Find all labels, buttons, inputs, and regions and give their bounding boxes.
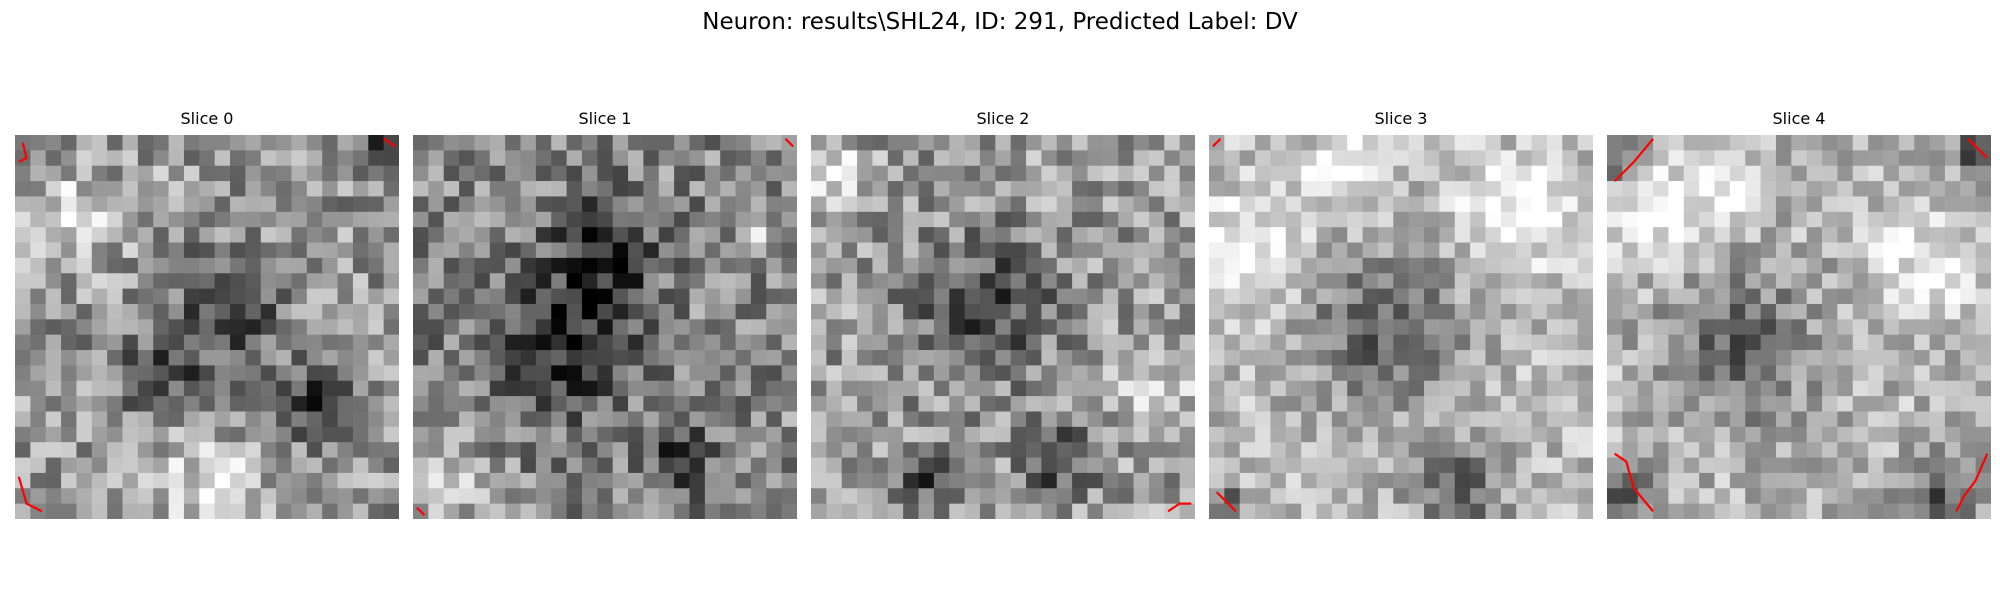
- contour-line: [1167, 502, 1192, 513]
- contour-line: [1613, 138, 1654, 182]
- contour-line: [1215, 491, 1237, 513]
- slice-title: Slice 2: [976, 109, 1030, 128]
- slice-title: Slice 1: [578, 109, 632, 128]
- contour-line: [784, 138, 794, 148]
- slice-panel-3: Slice 3: [1209, 108, 1593, 519]
- slice-panel-2: Slice 2: [811, 108, 1195, 519]
- contour-line: [1212, 138, 1222, 148]
- slice-image: [1209, 135, 1593, 519]
- slice-title: Slice 3: [1374, 109, 1428, 128]
- slice-title: Slice 0: [180, 109, 234, 128]
- slice-image: [1607, 135, 1991, 519]
- contour-line: [382, 137, 396, 148]
- slice-panel-4: Slice 4: [1607, 108, 1991, 519]
- contour-line: [18, 142, 28, 163]
- slice-image: [15, 135, 399, 519]
- contour-line: [1614, 452, 1654, 513]
- figure-title: Neuron: results\SHL24, ID: 291, Predicte…: [702, 9, 1298, 35]
- slice-image: [811, 135, 1195, 519]
- contour-line: [1955, 453, 1989, 512]
- slice-title: Slice 4: [1772, 109, 1826, 128]
- contour-line: [17, 476, 43, 513]
- slice-panel-1: Slice 1: [413, 108, 797, 519]
- slice-image: [413, 135, 797, 519]
- contour-line: [416, 506, 426, 516]
- slice-panel-0: Slice 0: [15, 108, 399, 519]
- contour-line: [1967, 138, 1988, 159]
